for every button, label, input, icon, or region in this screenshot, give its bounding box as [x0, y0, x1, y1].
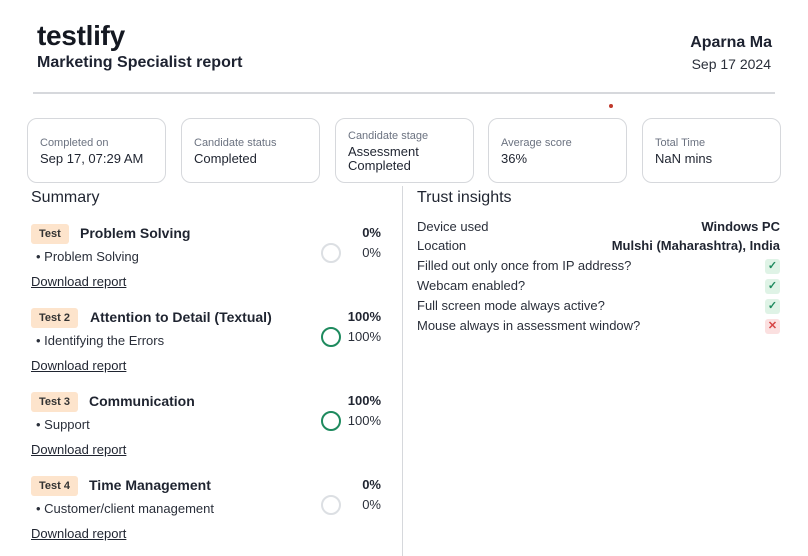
test-score: 100%	[347, 309, 381, 324]
skill-progress-ring	[321, 411, 341, 431]
test-name: Communication	[89, 393, 195, 409]
column-divider	[402, 186, 403, 556]
skill-item: • Identifying the Errors	[36, 333, 165, 348]
trust-value: Mulshi (Maharashtra), India	[611, 238, 780, 253]
trust-row-webcam: Webcam enabled? ✓	[417, 277, 780, 295]
download-report-link[interactable]: Download report	[31, 274, 127, 289]
summary-title: Summary	[31, 189, 100, 206]
trust-row-mouse: Mouse always in assessment window? ✕	[417, 317, 780, 335]
skill-name: Customer/client management	[44, 501, 214, 516]
stat-value: NaN mins	[655, 151, 713, 166]
header-divider	[33, 92, 775, 94]
download-report-link[interactable]: Download report	[31, 358, 127, 373]
test-score: 0%	[362, 225, 381, 240]
stat-card-average-score: Average score 36%	[488, 118, 627, 183]
skill-score: 0%	[362, 245, 381, 260]
skill-name: Support	[44, 417, 90, 432]
trust-label: Webcam enabled?	[417, 278, 526, 293]
report-date: Sep 17 2024	[691, 56, 771, 72]
skill-score: 100%	[347, 329, 381, 344]
stat-label: Completed on	[40, 137, 109, 149]
trust-label: Device used	[417, 219, 489, 234]
test-name: Time Management	[89, 477, 211, 493]
trust-label: Location	[417, 238, 467, 253]
candidate-name: Aparna Ma	[690, 34, 772, 51]
skill-score: 100%	[347, 413, 381, 428]
stat-label: Average score	[501, 137, 572, 149]
brand-logo: testlify	[37, 20, 125, 51]
test-name: Problem Solving	[80, 225, 191, 241]
skill-item: • Customer/client management	[36, 501, 214, 516]
download-report-link[interactable]: Download report	[31, 442, 127, 457]
stat-label: Candidate status	[194, 137, 277, 149]
stat-value: 36%	[501, 151, 528, 166]
stat-value-line1: Assessment	[348, 144, 419, 159]
report-header: testlify Marketing Specialist report Apa…	[37, 20, 772, 76]
trust-label: Mouse always in assessment window?	[417, 318, 641, 333]
test-badge: Test 3	[31, 392, 78, 412]
stat-value-line2: Completed	[348, 158, 411, 173]
stat-card-candidate-stage: Candidate stage Assessment Completed	[335, 118, 474, 183]
stat-card-completed-on: Completed on Sep 17, 07:29 AM	[27, 118, 166, 183]
report-title: Marketing Specialist report	[37, 54, 243, 71]
test-badge: Test 2	[31, 308, 78, 328]
cross-icon: ✕	[765, 319, 780, 334]
test-score: 0%	[362, 477, 381, 492]
test-badge: Test	[31, 224, 69, 244]
stat-label: Total Time	[655, 137, 706, 149]
stat-card-total-time: Total Time NaN mins	[642, 118, 781, 183]
skill-score: 0%	[362, 497, 381, 512]
skill-item: • Support	[36, 417, 90, 432]
trust-label: Full screen mode always active?	[417, 298, 605, 313]
check-icon: ✓	[765, 279, 780, 294]
skill-name: Identifying the Errors	[44, 333, 165, 348]
test-badge: Test 4	[31, 476, 78, 496]
check-icon: ✓	[765, 259, 780, 274]
trust-insights-title: Trust insights	[417, 189, 512, 206]
stat-label: Candidate stage	[348, 130, 429, 142]
trust-row-device: Device used Windows PC	[417, 218, 780, 236]
trust-row-location: Location Mulshi (Maharashtra), India	[417, 237, 780, 255]
stat-card-candidate-status: Candidate status Completed	[181, 118, 320, 183]
skill-progress-ring	[321, 495, 341, 515]
stat-value: Sep 17, 07:29 AM	[40, 151, 144, 166]
download-report-link[interactable]: Download report	[31, 526, 127, 541]
trust-row-ip-check: Filled out only once from IP address? ✓	[417, 257, 780, 275]
test-name: Attention to Detail (Textual)	[90, 309, 272, 325]
skill-item: • Problem Solving	[36, 249, 139, 264]
trust-value: Windows PC	[701, 219, 780, 234]
skill-progress-ring	[321, 327, 341, 347]
test-score: 100%	[347, 393, 381, 408]
skill-progress-ring	[321, 243, 341, 263]
status-dot	[609, 104, 613, 108]
trust-label: Filled out only once from IP address?	[417, 258, 632, 273]
trust-row-fullscreen: Full screen mode always active? ✓	[417, 297, 780, 315]
skill-name: Problem Solving	[44, 249, 139, 264]
check-icon: ✓	[765, 299, 780, 314]
stat-value: Completed	[194, 151, 257, 166]
